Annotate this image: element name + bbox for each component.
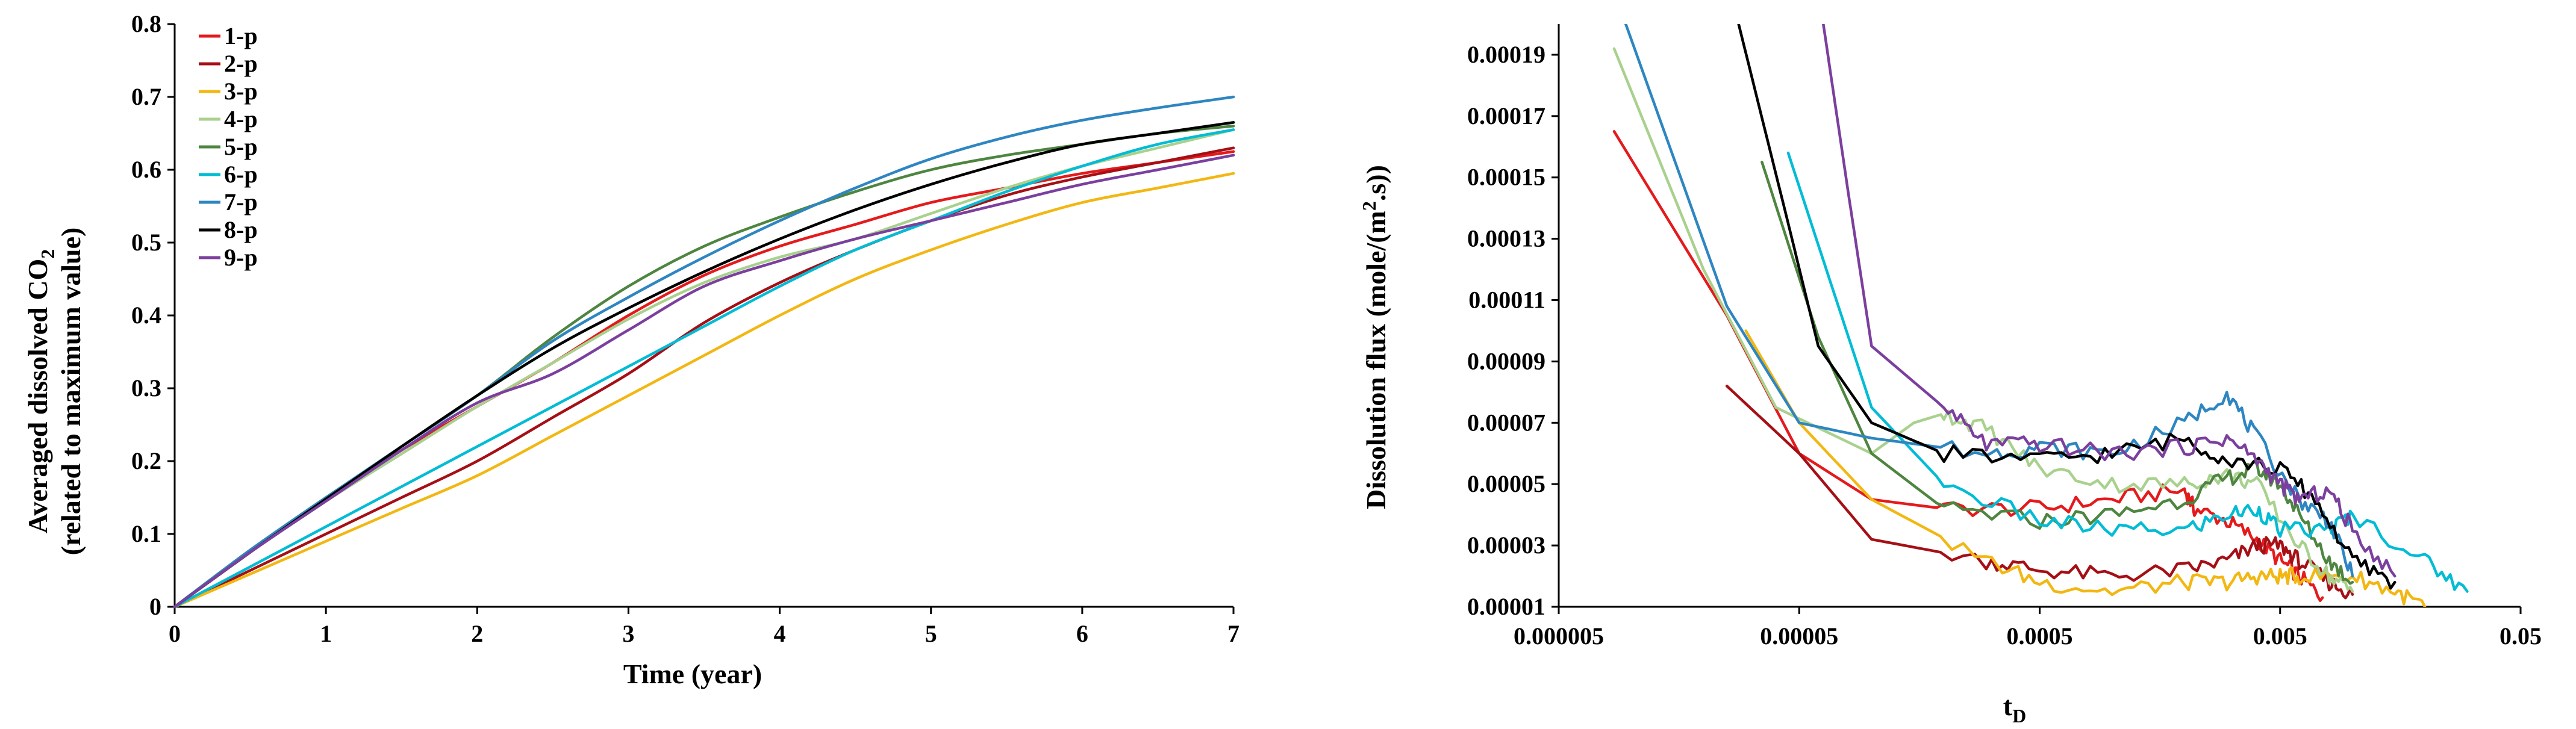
left-y-tick-label: 0.3 xyxy=(131,374,161,402)
left-series-line-6-p xyxy=(173,128,1235,609)
right-y-tick-label: 0.00013 xyxy=(1467,225,1545,252)
right-y-tick-label: 0.00011 xyxy=(1468,287,1545,314)
right-x-tick-label: 0.0005 xyxy=(2007,622,2073,650)
right-series-line-7-p xyxy=(1624,24,2354,578)
left-y-tick-label: 0.5 xyxy=(131,229,161,256)
right-series-group xyxy=(1612,24,2469,607)
right-series-line-3-p xyxy=(1744,329,2427,607)
left-x-tick-label: 5 xyxy=(925,620,937,647)
left-y-label-prefix: Averaged dissolved CO xyxy=(22,259,53,534)
left-legend-label-7-p: 7-p xyxy=(224,188,258,216)
left-x-tick-label: 6 xyxy=(1076,620,1088,647)
left-x-tick-label: 2 xyxy=(471,620,483,647)
left-y-tick-label: 0.7 xyxy=(131,83,161,110)
left-x-tick-label: 4 xyxy=(774,620,786,647)
right-y-label-suffix: .s)) xyxy=(1361,165,1391,201)
right-y-axis-label-text: Dissolution flux (mole/(m2.s)) xyxy=(1358,165,1391,509)
left-x-tick-label: 0 xyxy=(169,620,181,647)
right-axes xyxy=(1558,24,2521,608)
left-legend-label-1-p: 1-p xyxy=(224,22,258,49)
left-series-line-5-p xyxy=(173,125,1235,609)
left-series-line-4-p xyxy=(173,128,1235,609)
right-series-line-2-p xyxy=(1725,384,2354,600)
right-x-tick-label: 0.05 xyxy=(2500,622,2542,650)
right-series-line-1-p xyxy=(1612,130,2324,603)
right-y-tick-label: 0.00019 xyxy=(1467,41,1545,68)
left-chart: 0 1 2 3 4 5 6 7 0 0.1 0.2 0.3 0.4 0.5 0.6 0.7 0.8 1-p2-p… xyxy=(22,10,1240,689)
left-series xyxy=(173,95,1235,609)
right-x-tick-label: 0.000005 xyxy=(1514,622,1604,650)
right-x-tick-label: 0.005 xyxy=(2253,622,2307,650)
right-y-axis-label: Dissolution flux (mole/(m2.s)) xyxy=(1358,165,1391,509)
left-legend-label-3-p: 3-p xyxy=(224,78,258,105)
right-y-tick-label: 0.00003 xyxy=(1467,532,1545,559)
left-legend-label-5-p: 5-p xyxy=(224,133,258,160)
right-x-label-subscript: D xyxy=(2012,705,2026,726)
left-series-line-3-p xyxy=(173,172,1235,609)
left-y-axis-label-line2: (related to maximum value) xyxy=(55,228,86,556)
left-legend-label-2-p: 2-p xyxy=(224,50,258,77)
right-ticks: 0.000005 0.00005 0.0005 0.005 0.05 0.00001 0.0… xyxy=(1467,41,2542,650)
right-y-label-superscript: 2 xyxy=(1358,201,1380,211)
left-legend-label-9-p: 9-p xyxy=(224,244,258,271)
right-series xyxy=(1612,24,2469,607)
left-y-tick-label: 0.2 xyxy=(131,447,161,474)
right-y-tick-label: 0.00009 xyxy=(1467,347,1545,374)
left-x-tick-label: 7 xyxy=(1227,620,1240,647)
right-y-tick-label: 0.00007 xyxy=(1467,409,1545,436)
right-series-line-6-p xyxy=(1786,151,2469,593)
left-y-label-subscript: 2 xyxy=(37,249,58,259)
right-y-label-prefix: Dissolution flux (mole/(m xyxy=(1361,211,1391,509)
right-y-tick-label: 0.00017 xyxy=(1467,102,1545,129)
left-legend-label-8-p: 8-p xyxy=(224,216,258,243)
left-x-tick-label: 1 xyxy=(320,620,332,647)
left-ticks: 0 1 2 3 4 5 6 7 0 0.1 0.2 0.3 0.4 0.5 0.6 0.7 0.8 xyxy=(131,10,1240,647)
left-legend-label-4-p: 4-p xyxy=(224,105,258,132)
right-series-line-8-p xyxy=(1737,24,2397,590)
left-y-axis-label-line1: Averaged dissolved CO2 xyxy=(22,249,58,534)
right-y-tick-label: 0.00005 xyxy=(1467,470,1545,497)
right-x-axis-label: tD xyxy=(2003,690,2026,726)
left-y-tick-label: 0.6 xyxy=(131,156,161,183)
left-y-axis-label: Averaged dissolved CO2 (related to maxim… xyxy=(22,228,86,556)
left-x-axis-label: Time (year) xyxy=(623,659,762,689)
left-y-tick-label: 0.1 xyxy=(131,520,161,547)
right-series-line-9-p xyxy=(1822,24,2397,578)
right-y-tick-label: 0.00001 xyxy=(1467,593,1545,620)
left-axes xyxy=(173,24,1233,608)
left-series-line-8-p xyxy=(173,121,1235,609)
left-legend-label-6-p: 6-p xyxy=(224,161,258,188)
left-y-tick-label: 0.4 xyxy=(131,302,161,329)
right-chart: 0.000005 0.00005 0.0005 0.005 0.05 0.00001 0.0… xyxy=(1358,24,2542,727)
right-x-label-main: t xyxy=(2003,690,2013,721)
left-series-line-2-p xyxy=(173,146,1235,609)
right-series-line-4-p xyxy=(1612,47,2354,593)
left-x-tick-label: 3 xyxy=(622,620,634,647)
left-y-tick-label: 0 xyxy=(149,593,161,620)
right-y-tick-label: 0.00015 xyxy=(1467,164,1545,191)
left-legend: 1-p2-p3-p4-p5-p6-p7-p8-p9-p xyxy=(199,22,258,271)
right-series-line-5-p xyxy=(1760,161,2354,585)
left-y-tick-label: 0.8 xyxy=(131,10,161,37)
left-series-line-9-p xyxy=(173,154,1235,609)
right-x-tick-label: 0.00005 xyxy=(1760,622,1838,650)
